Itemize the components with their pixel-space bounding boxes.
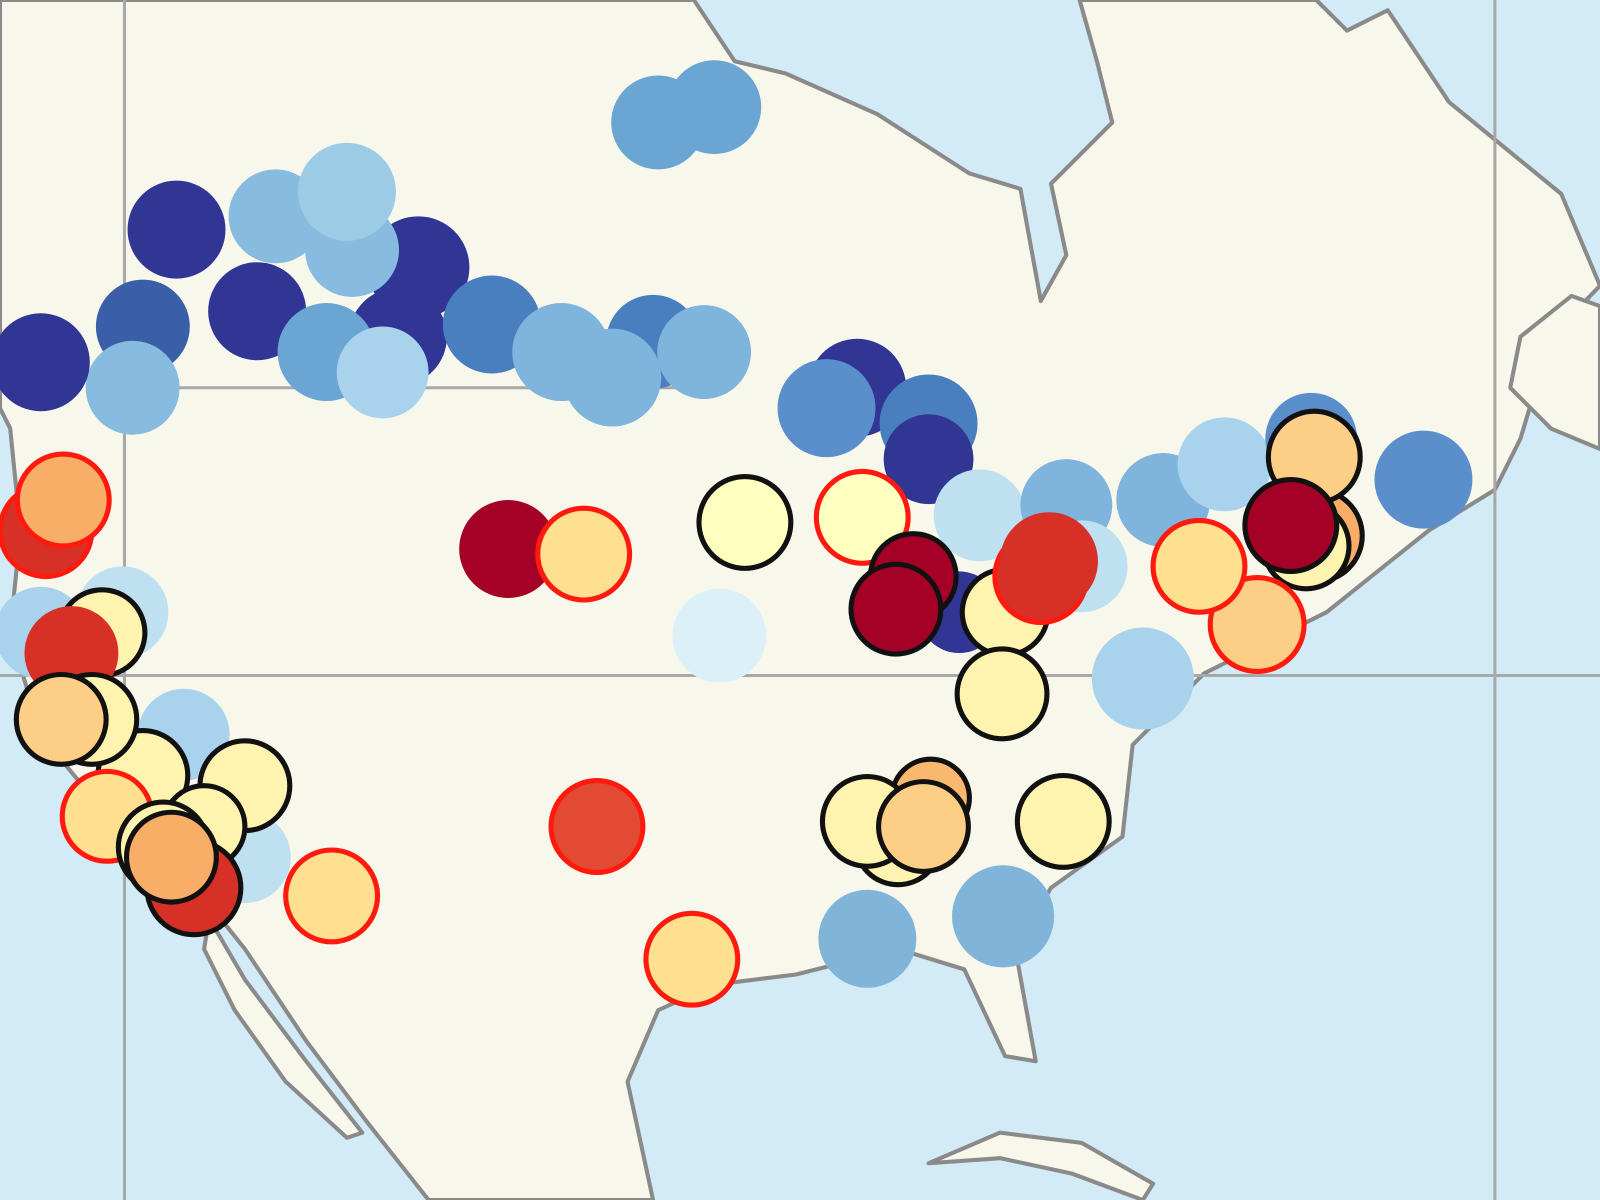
marker — [535, 505, 633, 603]
marker — [563, 328, 662, 427]
marker — [672, 588, 767, 683]
marker — [1207, 575, 1307, 674]
marker — [297, 142, 396, 241]
marker — [813, 468, 911, 566]
marker — [657, 305, 752, 399]
marker — [952, 865, 1055, 968]
marker — [283, 847, 381, 945]
marker — [876, 779, 971, 874]
marker — [848, 561, 944, 657]
marker — [1014, 772, 1112, 870]
marker — [777, 359, 876, 458]
marker — [1000, 512, 1098, 611]
marker — [667, 60, 762, 155]
marker — [0, 313, 90, 412]
marker — [1177, 417, 1272, 512]
marker — [548, 778, 646, 875]
baja — [202, 916, 365, 1140]
marker — [1150, 517, 1248, 615]
marker — [336, 326, 429, 419]
marker — [1374, 430, 1473, 529]
marker — [123, 809, 219, 905]
marker — [818, 889, 917, 988]
marker — [643, 910, 741, 1008]
cuba — [926, 1130, 1156, 1200]
marker — [696, 473, 794, 571]
marker — [13, 671, 109, 767]
marker — [85, 340, 180, 435]
marker — [954, 646, 1050, 742]
marker — [933, 469, 1026, 562]
marker — [1091, 627, 1194, 730]
markers — [0, 60, 1473, 1008]
marker — [1242, 477, 1340, 574]
marker — [459, 500, 558, 598]
newfoundland — [1508, 293, 1600, 452]
marker — [127, 180, 226, 279]
marker — [14, 451, 112, 549]
